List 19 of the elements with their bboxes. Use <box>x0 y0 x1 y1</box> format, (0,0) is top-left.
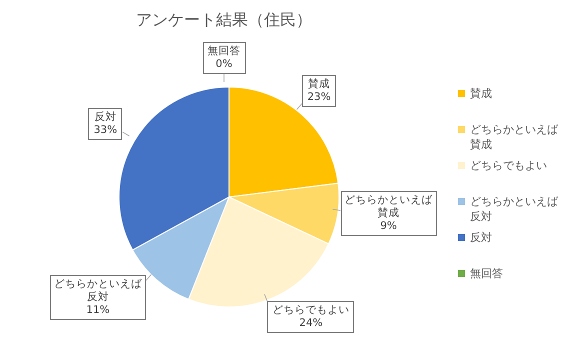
legend-label: 賛成 <box>470 86 493 101</box>
legend-label: どちらかといえば反対 <box>470 194 558 224</box>
legend-label: どちらでもよい <box>470 158 548 173</box>
data-label: 24% <box>298 316 324 330</box>
slice-label: どちらでもよい <box>271 304 350 317</box>
text: 0% <box>216 58 232 70</box>
chart-title: アンケート結果（住民） <box>135 10 313 31</box>
data-label: 23% <box>306 91 332 104</box>
legend-label: 反対 <box>470 230 493 245</box>
slice-label: 反対 <box>93 110 118 124</box>
data-label: 33% <box>92 124 118 137</box>
slice-label: 賛成 <box>307 78 332 92</box>
slice-label: どちらかといえば賛成 <box>344 194 434 220</box>
data-label: 11% <box>85 304 111 317</box>
slice-label: どちらかといえば反対 <box>52 278 143 304</box>
category-label: 無回答 <box>208 45 240 57</box>
legend-label: どちらかといえば賛成 <box>470 122 558 152</box>
legend-label: 無回答 <box>470 266 504 281</box>
data-label: 9% <box>379 220 398 234</box>
